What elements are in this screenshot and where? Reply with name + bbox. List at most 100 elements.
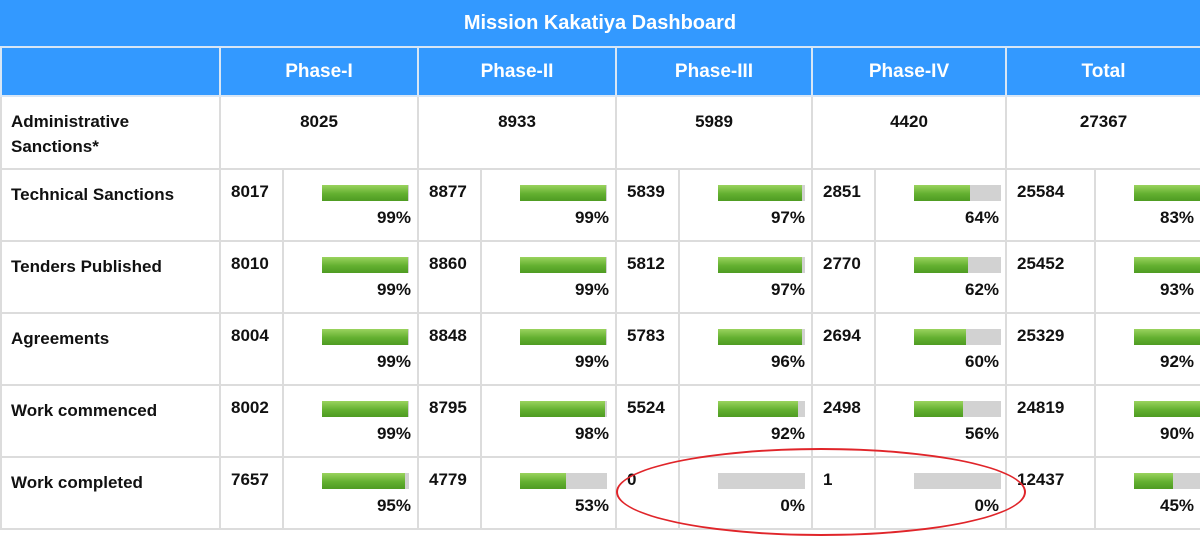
progress-cell-phase-4: 56% xyxy=(873,384,1008,458)
progress-cell-phase-1: 95% xyxy=(282,456,419,530)
progress-bar xyxy=(914,401,1001,417)
progress-percent: 99% xyxy=(376,352,411,371)
count-total: 25452 xyxy=(1005,240,1097,314)
progress-bar-fill xyxy=(1134,401,1200,417)
progress-bar xyxy=(718,257,805,273)
progress-bar-fill xyxy=(914,185,970,201)
progress-bar xyxy=(322,401,409,417)
sanction-value-phase-2: 8933 xyxy=(417,95,617,170)
sanction-value-total: 27367 xyxy=(1005,95,1200,170)
header-corner xyxy=(0,46,221,97)
count-phase-3: 5783 xyxy=(615,312,680,386)
progress-bar xyxy=(322,473,409,489)
progress-percent: 56% xyxy=(964,424,1000,443)
progress-cell-phase-4: 64% xyxy=(873,168,1008,242)
progress-bar xyxy=(1134,473,1200,489)
progress-bar xyxy=(1134,257,1200,273)
progress-percent: 45% xyxy=(1160,496,1195,515)
progress-bar xyxy=(322,329,409,345)
progress-cell-phase-1: 99% xyxy=(282,312,419,386)
progress-percent: 60% xyxy=(964,352,1000,371)
progress-cell-phase-1: 99% xyxy=(282,240,419,314)
count-total: 12437 xyxy=(1005,456,1097,530)
progress-percent: 98% xyxy=(574,424,609,443)
progress-bar xyxy=(520,257,607,273)
progress-cell-phase-1: 99% xyxy=(282,384,419,458)
progress-percent: 92% xyxy=(770,424,805,443)
count-phase-2: 8860 xyxy=(417,240,482,314)
progress-percent: 99% xyxy=(376,424,411,443)
count-phase-2: 8795 xyxy=(417,384,482,458)
count-phase-4: 1 xyxy=(811,456,876,530)
row-label: Agreements xyxy=(0,312,221,386)
progress-percent: 90% xyxy=(1160,424,1195,443)
sanction-value-phase-3: 5989 xyxy=(615,95,813,170)
progress-percent: 0% xyxy=(780,496,805,515)
progress-percent: 97% xyxy=(770,280,805,299)
table-row: Work completed 7657 95% 4779 53% 0 0% 1 0% 12437 4… xyxy=(0,456,1200,530)
count-phase-1: 8002 xyxy=(219,384,284,458)
progress-cell-total: 83% xyxy=(1094,168,1200,242)
progress-bar xyxy=(718,401,805,417)
progress-bar xyxy=(520,473,607,489)
progress-cell-phase-3: 97% xyxy=(678,240,813,314)
progress-cell-phase-1: 99% xyxy=(282,168,419,242)
progress-bar xyxy=(1134,185,1200,201)
row-label: Work commenced xyxy=(0,384,221,458)
progress-bar-fill xyxy=(322,473,405,489)
count-phase-1: 8010 xyxy=(219,240,284,314)
progress-bar xyxy=(520,185,607,201)
count-total: 24819 xyxy=(1005,384,1097,458)
sanction-value-phase-1: 8025 xyxy=(219,95,419,170)
progress-bar-fill xyxy=(322,257,409,273)
dashboard-table: Phase-I Phase-II Phase-III Phase-IV Tota… xyxy=(0,46,1200,530)
progress-bar-fill xyxy=(718,185,803,201)
progress-bar xyxy=(718,329,805,345)
count-phase-1: 7657 xyxy=(219,456,284,530)
progress-bar xyxy=(914,185,1001,201)
progress-percent: 62% xyxy=(964,280,1000,299)
progress-percent: 96% xyxy=(770,352,805,371)
count-phase-1: 8017 xyxy=(219,168,284,242)
progress-percent: 0% xyxy=(974,496,1000,515)
progress-bar xyxy=(322,185,409,201)
progress-bar-fill xyxy=(322,401,409,417)
progress-percent: 97% xyxy=(770,208,805,227)
progress-cell-total: 90% xyxy=(1094,384,1200,458)
progress-cell-phase-4: 62% xyxy=(873,240,1008,314)
progress-percent: 83% xyxy=(1160,208,1195,227)
progress-cell-phase-2: 99% xyxy=(480,312,617,386)
progress-percent: 99% xyxy=(574,208,609,227)
progress-bar-fill xyxy=(1134,329,1200,345)
progress-bar xyxy=(914,473,1001,489)
header-phase-4: Phase-IV xyxy=(810,46,1008,97)
sanction-value-phase-4: 4420 xyxy=(810,95,1008,170)
progress-percent: 93% xyxy=(1160,280,1195,299)
progress-bar-fill xyxy=(718,257,803,273)
progress-cell-phase-3: 92% xyxy=(678,384,813,458)
progress-bar-fill xyxy=(914,329,967,345)
progress-bar xyxy=(718,185,805,201)
progress-bar xyxy=(520,401,607,417)
count-phase-4: 2694 xyxy=(811,312,876,386)
progress-percent: 53% xyxy=(574,496,609,515)
progress-bar-fill xyxy=(1134,257,1200,273)
progress-bar xyxy=(520,329,607,345)
table-row: Tenders Published 8010 99% 8860 99% 5812 97% 27… xyxy=(0,240,1200,314)
count-phase-3: 5839 xyxy=(615,168,680,242)
count-phase-3: 5812 xyxy=(615,240,680,314)
progress-bar-fill xyxy=(520,185,607,201)
progress-percent: 99% xyxy=(376,280,411,299)
count-phase-1: 8004 xyxy=(219,312,284,386)
progress-bar-fill xyxy=(520,329,607,345)
table-row: Work commenced 8002 99% 8795 98% 5524 92% 2498 5… xyxy=(0,384,1200,458)
progress-cell-phase-4: 60% xyxy=(873,312,1008,386)
progress-bar-fill xyxy=(718,401,799,417)
count-phase-3: 0 xyxy=(615,456,680,530)
header-total: Total xyxy=(1005,46,1200,97)
count-phase-4: 2851 xyxy=(811,168,876,242)
progress-bar-fill xyxy=(520,473,567,489)
count-total: 25584 xyxy=(1005,168,1097,242)
progress-bar-fill xyxy=(914,257,968,273)
progress-cell-phase-4: 0% xyxy=(873,456,1008,530)
